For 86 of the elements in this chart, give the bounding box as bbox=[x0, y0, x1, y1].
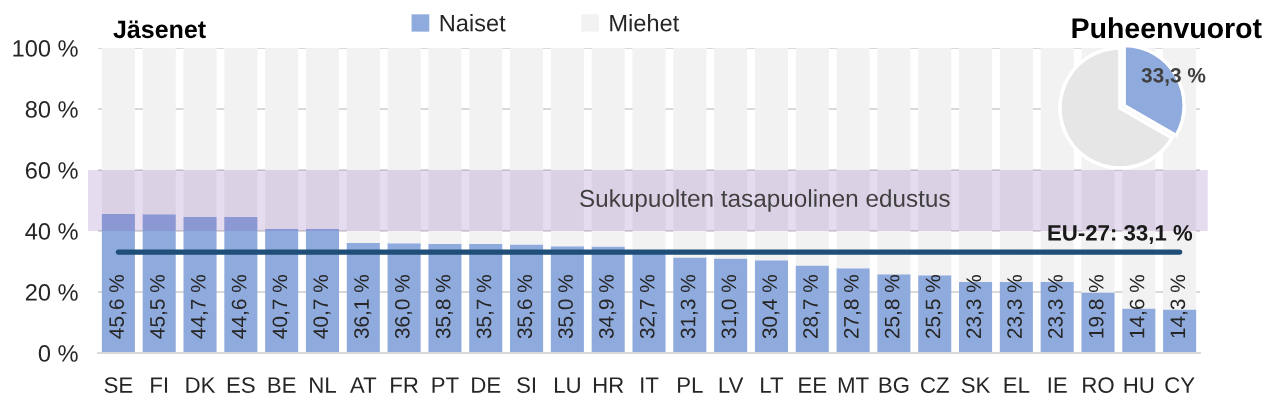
bar bbox=[754, 260, 788, 354]
data-label: 19,8 % bbox=[1088, 275, 1107, 338]
data-label: 44,6 % bbox=[231, 275, 249, 339]
data-label: 35,0 % bbox=[558, 275, 576, 339]
x-tick-label: LT bbox=[761, 377, 784, 393]
y-tick-label: 80 % bbox=[25, 101, 78, 118]
x-tick-label: MT bbox=[838, 377, 869, 393]
data-label: 14,6 % bbox=[1129, 275, 1147, 338]
x-tick-label: AT bbox=[349, 377, 377, 393]
data-label: 32,7 % bbox=[639, 275, 658, 339]
bar bbox=[1081, 292, 1115, 354]
bar bbox=[428, 47, 462, 244]
x-tick-label: HR bbox=[593, 377, 624, 393]
data-label: 35,8 % bbox=[435, 275, 453, 339]
data-label: 40,7 % bbox=[272, 275, 290, 339]
x-tick-label: PL bbox=[678, 377, 703, 393]
data-label: 35,7 % bbox=[476, 275, 494, 339]
x-tick-label: PT bbox=[432, 377, 459, 393]
x-tick-label: DE bbox=[472, 377, 501, 393]
x-tick-label: SI bbox=[517, 377, 536, 393]
y-tick-label: 100 % bbox=[13, 40, 78, 57]
bar bbox=[142, 47, 176, 215]
data-label: 23,3 % bbox=[966, 275, 984, 339]
x-tick-label: IT bbox=[641, 377, 659, 393]
bar bbox=[101, 47, 135, 214]
bar bbox=[632, 253, 666, 354]
data-label: 31,0 % bbox=[721, 275, 739, 339]
legend-label: Miehet bbox=[610, 14, 680, 32]
bar bbox=[510, 47, 544, 245]
x-tick-label: EE bbox=[799, 377, 827, 393]
y-tick-label: 0 % bbox=[38, 345, 78, 362]
bar bbox=[183, 47, 217, 217]
bar bbox=[346, 47, 380, 243]
bar bbox=[836, 268, 870, 354]
bar bbox=[469, 47, 503, 245]
x-tick-label: ES bbox=[227, 377, 255, 393]
x-tick-label: BG bbox=[879, 377, 909, 393]
data-label: 34,9 % bbox=[599, 275, 617, 339]
chart-title: Puheenvuorot bbox=[1072, 17, 1262, 39]
y-tick-label: 40 % bbox=[25, 223, 78, 240]
x-tick-label: RO bbox=[1083, 377, 1114, 393]
x-tick-label: DK bbox=[186, 377, 216, 393]
bar bbox=[101, 213, 135, 354]
bar bbox=[224, 47, 258, 217]
x-tick-label: EL bbox=[1004, 377, 1030, 393]
data-label: 45,5 % bbox=[150, 275, 168, 339]
bar bbox=[265, 47, 299, 229]
x-tick-label: HU bbox=[1124, 377, 1154, 393]
x-tick-label: IE bbox=[1048, 377, 1067, 393]
x-tick-label: NL bbox=[310, 377, 336, 393]
data-label: 28,7 % bbox=[803, 275, 821, 339]
data-label: 25,5 % bbox=[925, 275, 943, 339]
data-label: 23,3 % bbox=[1007, 275, 1025, 339]
data-label: 36,0 % bbox=[394, 275, 413, 339]
x-tick-label: CY bbox=[1165, 377, 1195, 393]
bar bbox=[183, 216, 217, 354]
data-label: 31,3 % bbox=[680, 275, 698, 339]
band-label: Sukupuolten tasapuolinen edustus bbox=[580, 189, 950, 212]
bar bbox=[305, 47, 340, 229]
data-label: 35,6 % bbox=[517, 275, 535, 339]
data-label: 44,7 % bbox=[190, 275, 209, 339]
x-tick-label: LV bbox=[719, 377, 744, 393]
x-tick-label: FI bbox=[151, 377, 168, 393]
data-label: 45,6 % bbox=[109, 275, 127, 339]
x-tick-label: SE bbox=[104, 377, 133, 393]
data-label: 23,3 % bbox=[1048, 275, 1066, 339]
y-tick-label: 60 % bbox=[25, 162, 78, 179]
bar bbox=[795, 265, 829, 354]
legend-label: Naiset bbox=[440, 14, 506, 32]
x-tick-label: LU bbox=[555, 377, 580, 393]
x-tick-label: BE bbox=[268, 377, 296, 393]
data-label: 14,3 % bbox=[1170, 275, 1188, 338]
bar bbox=[387, 47, 421, 244]
ref-line-label: EU-27: 33,1 % bbox=[1048, 224, 1193, 244]
data-label: 30,4 % bbox=[762, 275, 780, 339]
x-tick-label: CZ bbox=[921, 377, 949, 393]
x-tick-label: FR bbox=[391, 377, 418, 393]
bar bbox=[673, 257, 707, 354]
x-tick-label: SK bbox=[961, 377, 991, 393]
data-label: 25,8 % bbox=[884, 275, 902, 339]
chart-title: Jäsenet bbox=[113, 20, 206, 39]
data-label: 27,8 % bbox=[843, 275, 862, 339]
data-label: 36,1 % bbox=[354, 275, 372, 339]
bar bbox=[714, 258, 748, 354]
y-tick-label: 20 % bbox=[25, 284, 78, 301]
data-label: 40,7 % bbox=[313, 275, 331, 339]
